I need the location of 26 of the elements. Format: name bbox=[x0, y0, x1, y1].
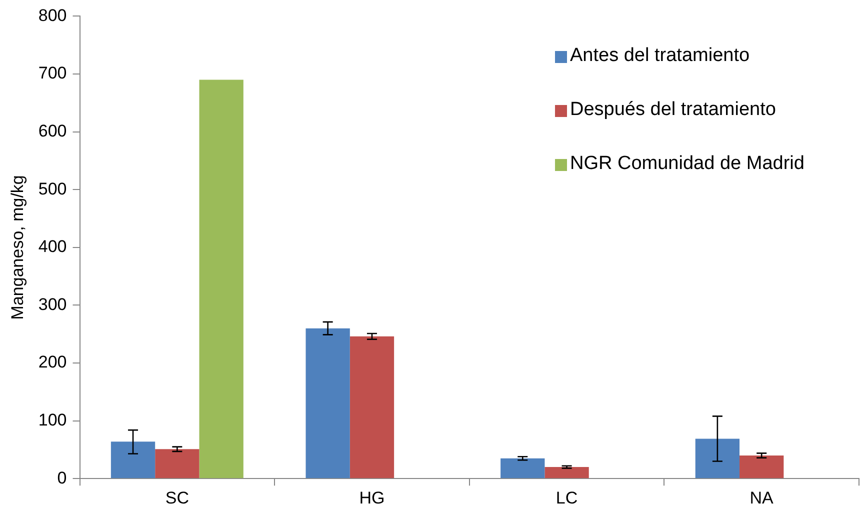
bar bbox=[306, 328, 350, 478]
y-axis-title: Manganeso, mg/kg bbox=[8, 175, 27, 320]
y-tick-label: 200 bbox=[38, 352, 67, 372]
y-tick-label: 700 bbox=[38, 64, 67, 83]
bar bbox=[695, 438, 740, 478]
legend-label: Después del tratamiento bbox=[570, 98, 776, 122]
y-tick-label: 100 bbox=[38, 410, 67, 430]
legend-label: Antes del tratamiento bbox=[570, 44, 750, 68]
y-tick-label: 300 bbox=[38, 294, 67, 314]
y-tick-label: 500 bbox=[38, 179, 67, 198]
bar bbox=[199, 80, 244, 478]
x-tick-label: NA bbox=[750, 488, 774, 508]
x-tick-label: LC bbox=[556, 488, 578, 508]
bar bbox=[500, 458, 545, 478]
x-tick-label: HG bbox=[359, 488, 385, 508]
bar bbox=[155, 449, 200, 478]
bar bbox=[350, 336, 394, 478]
y-tick-label: 400 bbox=[38, 237, 67, 256]
bar bbox=[110, 442, 156, 478]
y-tick-label: 800 bbox=[38, 6, 67, 25]
legend-label: NGR Comunidad de Madrid bbox=[570, 152, 804, 176]
bar bbox=[544, 467, 589, 478]
bar bbox=[740, 455, 784, 478]
y-tick-label: 600 bbox=[38, 121, 67, 140]
x-tick-label: SC bbox=[165, 488, 189, 508]
y-tick-label: 0 bbox=[57, 468, 67, 488]
